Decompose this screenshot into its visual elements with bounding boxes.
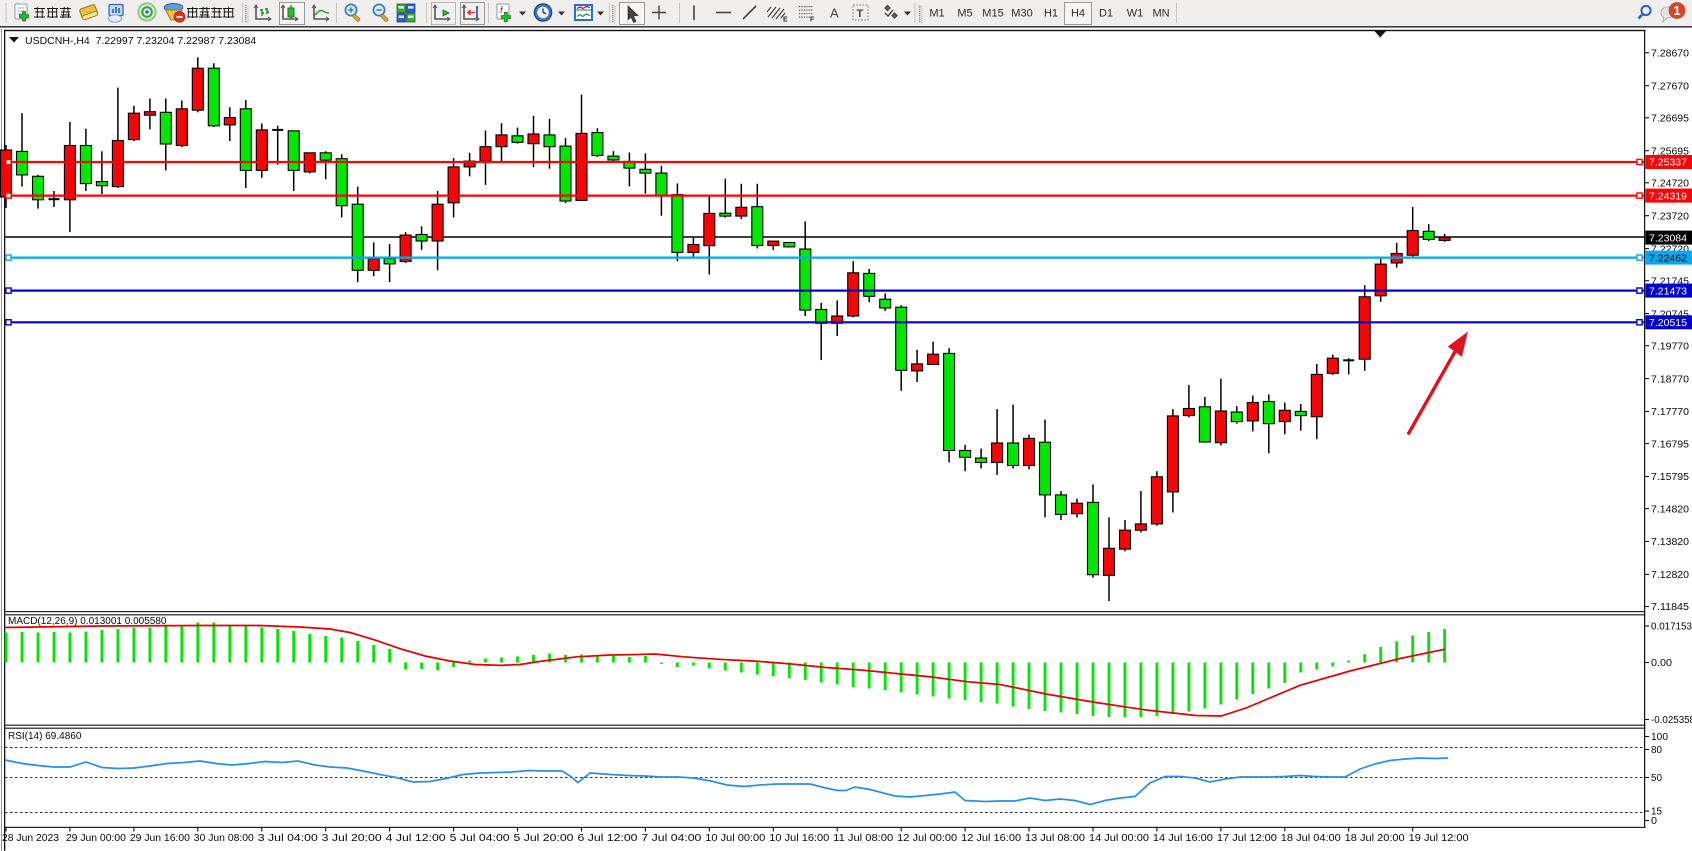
svg-text:M1: M1 <box>929 8 944 20</box>
svg-text:f: f <box>500 5 504 15</box>
svg-text:H1: H1 <box>1044 8 1058 20</box>
svg-text:E: E <box>783 17 788 24</box>
svg-text:3 Jul 20:00: 3 Jul 20:00 <box>322 833 383 844</box>
svg-text:M5: M5 <box>957 8 972 20</box>
svg-text:7 Jul 04:00: 7 Jul 04:00 <box>641 833 702 844</box>
svg-text:7.14820: 7.14820 <box>1651 504 1689 515</box>
svg-text:7.26695: 7.26695 <box>1651 114 1689 125</box>
svg-text:18 Jul 20:00: 18 Jul 20:00 <box>1345 833 1405 844</box>
svg-text:10 Jul 00:00: 10 Jul 00:00 <box>705 833 765 844</box>
svg-text:14 Jul 16:00: 14 Jul 16:00 <box>1153 833 1213 844</box>
svg-text:H4: H4 <box>1071 8 1085 20</box>
svg-text:7.20515: 7.20515 <box>1649 318 1687 329</box>
svg-text:7.22720: 7.22720 <box>1651 244 1689 255</box>
svg-text:M30: M30 <box>1011 8 1032 20</box>
svg-text:7.23084: 7.23084 <box>1649 233 1687 244</box>
svg-text:3 Jul 04:00: 3 Jul 04:00 <box>258 833 319 844</box>
svg-text:7.19770: 7.19770 <box>1651 341 1689 352</box>
svg-text:7.17770: 7.17770 <box>1651 407 1689 418</box>
svg-text:17 Jul 12:00: 17 Jul 12:00 <box>1217 833 1277 844</box>
svg-text:6 Jul 12:00: 6 Jul 12:00 <box>578 833 639 844</box>
svg-text:D1: D1 <box>1099 8 1113 20</box>
svg-text:0: 0 <box>1651 816 1657 827</box>
svg-text:MACD(12,26,9) 0.013001 0.00558: MACD(12,26,9) 0.013001 0.005580 <box>8 616 167 627</box>
svg-text:14 Jul 00:00: 14 Jul 00:00 <box>1089 833 1149 844</box>
svg-text:100: 100 <box>1651 732 1668 743</box>
svg-text:7.25337: 7.25337 <box>1649 158 1687 169</box>
svg-text:50: 50 <box>1651 773 1662 784</box>
svg-text:7.13820: 7.13820 <box>1651 537 1689 548</box>
svg-text:12 Jul 00:00: 12 Jul 00:00 <box>897 833 957 844</box>
svg-text:7.27670: 7.27670 <box>1651 81 1689 92</box>
svg-text:5 Jul 04:00: 5 Jul 04:00 <box>450 833 511 844</box>
svg-text:W1: W1 <box>1127 8 1144 20</box>
svg-text:7.24319: 7.24319 <box>1649 191 1687 202</box>
svg-text:30 Jun 08:00: 30 Jun 08:00 <box>194 833 254 844</box>
svg-text:7.24720: 7.24720 <box>1651 179 1689 190</box>
svg-text:7.18770: 7.18770 <box>1651 374 1689 385</box>
svg-text:A: A <box>830 6 839 21</box>
svg-text:5 Jul 20:00: 5 Jul 20:00 <box>514 833 575 844</box>
svg-text:RSI(14) 69.4860: RSI(14) 69.4860 <box>8 731 82 742</box>
svg-text:7.21473: 7.21473 <box>1649 286 1687 297</box>
svg-text:29 Jun 16:00: 29 Jun 16:00 <box>130 833 190 844</box>
svg-text:0.017153: 0.017153 <box>1651 622 1692 633</box>
svg-text:MN: MN <box>1152 8 1169 20</box>
svg-text:T: T <box>857 8 864 20</box>
svg-text:7.12820: 7.12820 <box>1651 570 1689 581</box>
svg-text:19 Jul 12:00: 19 Jul 12:00 <box>1409 833 1469 844</box>
svg-text:7.21745: 7.21745 <box>1651 276 1689 287</box>
svg-text:-0.025358: -0.025358 <box>1651 715 1692 726</box>
svg-text:7.11845: 7.11845 <box>1651 602 1689 613</box>
svg-text:7.15795: 7.15795 <box>1651 472 1689 483</box>
svg-text:F: F <box>810 17 815 24</box>
svg-text:10 Jul 16:00: 10 Jul 16:00 <box>769 833 829 844</box>
svg-text:28 Jun 2023: 28 Jun 2023 <box>2 833 59 844</box>
svg-text:15: 15 <box>1651 807 1662 818</box>
svg-text:12 Jul 16:00: 12 Jul 16:00 <box>961 833 1021 844</box>
svg-text:18 Jul 04:00: 18 Jul 04:00 <box>1281 833 1341 844</box>
svg-text:13 Jul 08:00: 13 Jul 08:00 <box>1025 833 1085 844</box>
svg-text:29 Jun 00:00: 29 Jun 00:00 <box>66 833 126 844</box>
svg-text:7.28670: 7.28670 <box>1651 49 1689 60</box>
svg-text:7.20745: 7.20745 <box>1651 309 1689 320</box>
svg-text:M15: M15 <box>982 8 1003 20</box>
svg-text:7.22462: 7.22462 <box>1649 253 1687 264</box>
svg-text:USDCNH-,H4 7.22997 7.23204 7.: USDCNH-,H4 7.22997 7.23204 7.22987 7.230… <box>25 35 256 47</box>
svg-text:1: 1 <box>1673 3 1680 18</box>
svg-text:7.16795: 7.16795 <box>1651 439 1689 450</box>
svg-text:0.00: 0.00 <box>1651 658 1672 669</box>
svg-text:4 Jul 12:00: 4 Jul 12:00 <box>386 833 447 844</box>
svg-text:11 Jul 08:00: 11 Jul 08:00 <box>833 833 893 844</box>
svg-text:7.25695: 7.25695 <box>1651 146 1689 157</box>
svg-text:7.23720: 7.23720 <box>1651 211 1689 222</box>
svg-text:80: 80 <box>1651 745 1662 756</box>
